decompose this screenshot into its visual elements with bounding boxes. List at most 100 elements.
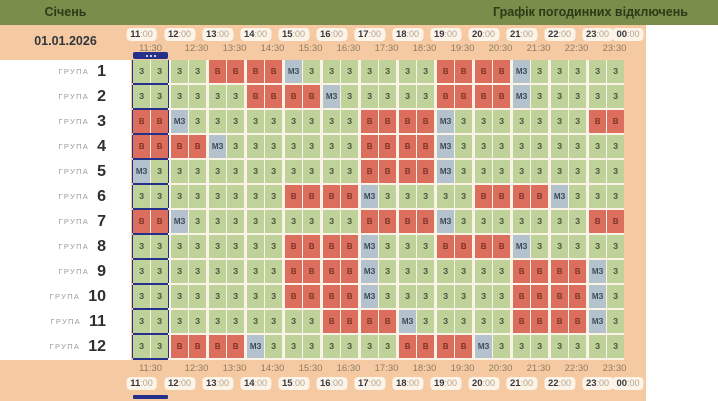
schedule-cell: В [551,260,568,283]
schedule-cell: З [569,335,586,358]
schedule-cell: З [379,85,396,108]
schedule-cell: З [493,160,510,183]
hour-tick: 16:00 [315,377,348,390]
schedule-cell: З [531,210,548,233]
schedule-cell: МЗ [361,285,378,308]
schedule-cell: В [399,110,416,133]
schedule-cell: З [189,235,206,258]
schedule-cell: З [531,335,548,358]
hour-tick: 23:00 [581,28,614,41]
schedule-cell: З [341,210,358,233]
schedule-cell: З [265,110,282,133]
schedule-cell: З [417,310,434,333]
schedule-cell: МЗ [437,135,454,158]
schedule-cell: З [475,210,492,233]
schedule-cell: В [455,85,472,108]
schedule-cell: В [171,335,188,358]
schedule-cell: З [589,335,606,358]
schedule-cell: В [341,260,358,283]
schedule-cell: З [493,210,510,233]
group-label: ГРУПА 12 [0,335,106,358]
group-word: ГРУПА [50,317,82,326]
schedule-cell: В [323,185,340,208]
schedule-cell: З [493,110,510,133]
schedule-cell: В [209,60,226,83]
schedule-cell: МЗ [171,210,188,233]
schedule-cell: З [151,185,168,208]
hour-tick: 19:00 [429,377,462,390]
schedule-cell: З [323,110,340,133]
hour-tick: 21:00 [505,377,538,390]
schedule-cell: В [227,335,244,358]
schedule-cell: З [417,235,434,258]
schedule-cell: В [475,85,492,108]
schedule-cell: В [399,160,416,183]
schedule-cell: З [151,310,168,333]
schedule-cell: З [569,135,586,158]
halfhour-tick: 23:30 [602,363,627,374]
group-word: ГРУПА [58,217,90,226]
hour-tick: 23:00 [581,377,614,390]
schedule-cell: З [265,285,282,308]
group-number: 6 [97,187,106,205]
schedule-cell: З [531,160,548,183]
halfhour-tick: 23:30 [602,43,627,54]
schedule-cell: З [285,160,302,183]
schedule-cell: В [569,310,586,333]
schedule-cell: В [531,185,548,208]
schedule-cell: З [569,235,586,258]
halfhour-tick: 13:30 [222,363,247,374]
schedule-cell: В [323,235,340,258]
schedule-cell: З [607,160,624,183]
schedule-cell: З [341,60,358,83]
schedule-cell: З [437,310,454,333]
schedule-cell: З [551,160,568,183]
group-word: ГРУПА [49,342,81,351]
schedule-cell: В [417,160,434,183]
schedule-cell: З [531,110,548,133]
schedule-cell: В [361,310,378,333]
group-label: ГРУПА 3 [0,110,106,133]
schedule-cell: МЗ [589,310,606,333]
schedule-cell: З [417,260,434,283]
schedule-cell: В [417,210,434,233]
hour-tick: 00:00 [612,28,644,41]
group-number: 10 [88,287,106,305]
schedule-cell: З [513,160,530,183]
schedule-cell: З [151,235,168,258]
schedule-cell: З [399,260,416,283]
schedule-cell: З [247,110,264,133]
schedule-cell: З [227,110,244,133]
group-row: ГРУПА 7 В В МЗ З З З З З З З З З В В В В МЗ З З З З З З З В В [0,210,646,233]
ellipsis-icon[interactable] [133,52,168,59]
schedule-cell: МЗ [361,235,378,258]
group-label: ГРУПА 11 [0,310,106,333]
schedule-cell: З [189,110,206,133]
